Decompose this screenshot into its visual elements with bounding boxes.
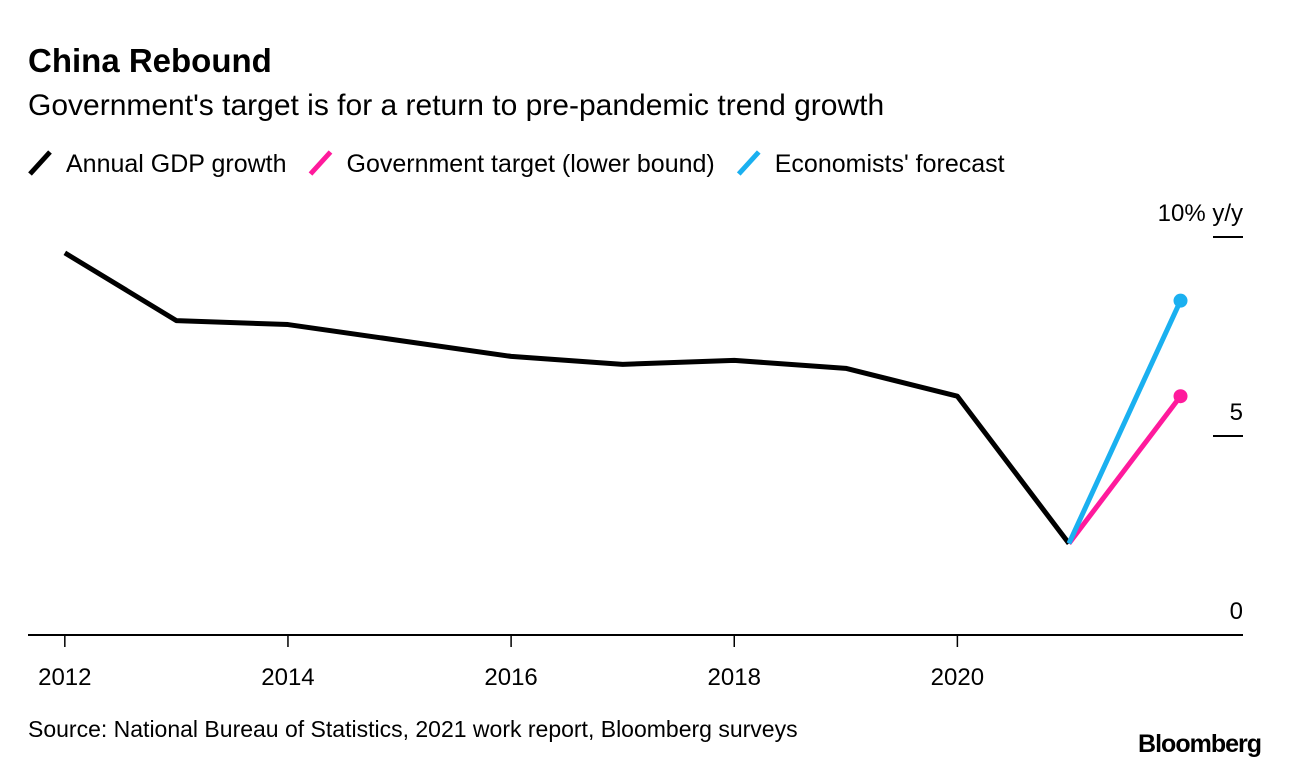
legend-swatch	[736, 150, 761, 176]
legend-swatch	[308, 150, 333, 176]
legend-label: Economists' forecast	[775, 150, 1005, 178]
series-line	[1066, 299, 1183, 545]
legend-label: Government target (lower bound)	[347, 150, 715, 178]
source: Source: National Bureau of Statistics, 2…	[28, 716, 798, 742]
y-tick-label: 10% y/y	[1158, 200, 1243, 227]
x-tick-label: 2012	[38, 664, 91, 691]
chart-title: China Rebound	[28, 42, 272, 79]
y-tick-label: 5	[1230, 399, 1243, 426]
series-line	[63, 250, 1071, 545]
x-tick-label: 2014	[261, 664, 314, 691]
end-marker	[1173, 389, 1188, 404]
brand: Bloomberg	[1138, 730, 1261, 758]
legend-label: Annual GDP growth	[66, 150, 287, 178]
end-marker	[1173, 293, 1188, 308]
chart-subtitle: Government's target is for a return to p…	[28, 89, 884, 122]
x-tick-label: 2016	[484, 664, 537, 691]
y-tick-label: 0	[1230, 598, 1243, 625]
series-line	[1066, 394, 1183, 545]
x-tick-label: 2020	[931, 664, 984, 691]
x-tick-label: 2018	[708, 664, 761, 691]
legend-swatch	[28, 150, 52, 176]
